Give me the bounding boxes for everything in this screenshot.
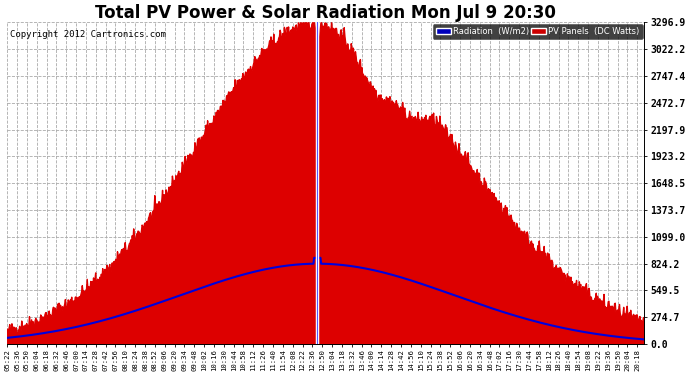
- Title: Total PV Power & Solar Radiation Mon Jul 9 20:30: Total PV Power & Solar Radiation Mon Jul…: [95, 4, 556, 22]
- Text: Copyright 2012 Cartronics.com: Copyright 2012 Cartronics.com: [10, 30, 166, 39]
- Legend: Radiation  (W/m2), PV Panels  (DC Watts): Radiation (W/m2), PV Panels (DC Watts): [433, 24, 642, 39]
